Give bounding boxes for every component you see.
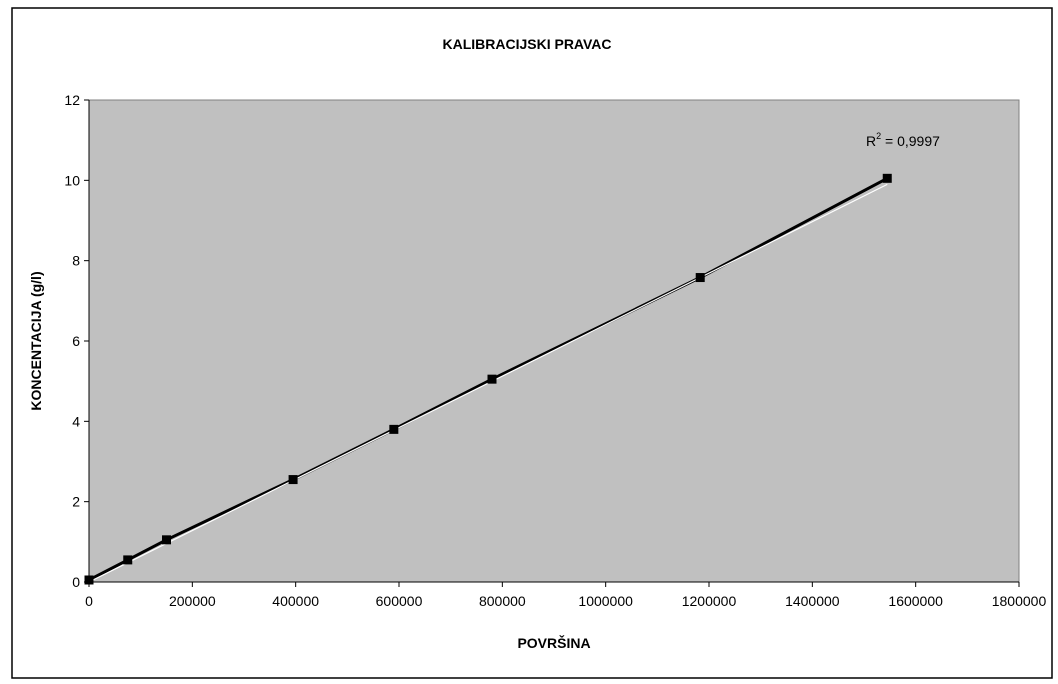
x-axis-title: POVRŠINA <box>517 634 590 651</box>
y-tick-label: 6 <box>72 333 80 349</box>
y-tick-label: 10 <box>64 172 80 188</box>
x-tick-label: 800000 <box>479 593 526 609</box>
x-tick-label: 1400000 <box>785 593 840 609</box>
data-point <box>123 555 133 565</box>
y-tick-label: 4 <box>72 413 80 429</box>
x-tick-label: 1800000 <box>992 593 1047 609</box>
data-point <box>882 173 892 183</box>
x-axis-ticks: 0 200000 400000 600000 800000 1000000 1200000 1… <box>85 582 1046 609</box>
y-tick-label: 0 <box>72 574 80 590</box>
x-tick-label: 200000 <box>169 593 216 609</box>
x-tick-label: 1200000 <box>682 593 737 609</box>
x-tick-label: 0 <box>85 593 93 609</box>
r-squared-superscript: 2 <box>876 131 881 141</box>
r-squared-value: = 0,9997 <box>881 133 940 149</box>
r-squared-symbol: R <box>866 133 876 149</box>
x-tick-label: 1600000 <box>888 593 943 609</box>
r-squared-annotation: R2 = 0,9997 <box>866 131 940 149</box>
data-point <box>162 535 171 545</box>
data-point <box>84 575 94 585</box>
y-axis-title: KONCENTACIJA (g/l) <box>28 271 44 410</box>
x-tick-label: 1000000 <box>578 593 633 609</box>
y-tick-label: 12 <box>64 92 80 108</box>
x-tick-label: 400000 <box>272 593 319 609</box>
chart-title: KALIBRACIJSKI PRAVAC <box>442 36 611 52</box>
y-tick-label: 2 <box>72 494 80 510</box>
data-point <box>288 475 298 485</box>
data-point <box>389 424 399 434</box>
data-point <box>695 273 705 283</box>
data-point <box>487 374 497 384</box>
x-tick-label: 600000 <box>376 593 423 609</box>
y-tick-label: 8 <box>72 253 80 269</box>
series-layer <box>84 173 892 585</box>
y-axis-ticks: 0 2 4 6 8 10 12 <box>64 92 89 590</box>
